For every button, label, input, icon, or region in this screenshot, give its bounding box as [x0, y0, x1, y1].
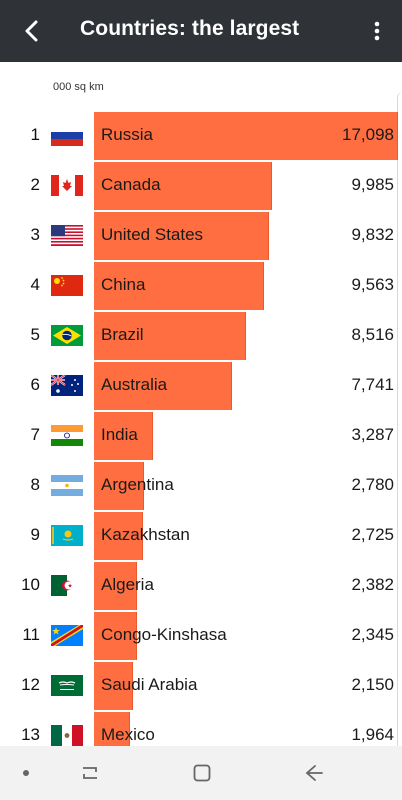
area-value: 2,780	[351, 475, 394, 494]
area-value: 8,516	[351, 325, 394, 344]
area-bar	[94, 662, 133, 710]
country-name: India	[101, 425, 138, 444]
rank-number: 13	[21, 725, 40, 744]
country-name: United States	[101, 225, 204, 244]
rank-number: 9	[30, 525, 40, 544]
argentina-flag-icon	[51, 475, 83, 496]
country-name: Kazakhstan	[101, 525, 190, 544]
area-value: 3,287	[351, 425, 394, 444]
country-row[interactable]: 4 China 9,563	[0, 261, 402, 311]
country-row[interactable]: 1 Russia 17,098	[0, 111, 402, 161]
rank-number: 3	[30, 225, 40, 244]
area-value: 9,832	[351, 225, 394, 244]
area-bar	[94, 312, 246, 360]
country-row[interactable]: 13 Mexico 1,964	[0, 711, 402, 761]
country-name: China	[101, 275, 146, 294]
country-row[interactable]: 9 Kazakhstan 2,725	[0, 511, 402, 561]
brazil-flag-icon	[51, 325, 83, 346]
country-row[interactable]: 12 Saudi Arabia 2,150	[0, 661, 402, 711]
country-name: Australia	[101, 375, 168, 394]
app-bar: Countries: the largest	[0, 0, 402, 62]
more-vert-icon[interactable]	[364, 17, 390, 45]
area-bar	[94, 162, 272, 210]
rank-number: 12	[21, 675, 40, 694]
area-bar	[94, 112, 398, 160]
home-icon[interactable]	[188, 759, 216, 787]
country-name: Congo-Kinshasa	[101, 625, 227, 644]
area-value: 9,985	[351, 175, 394, 194]
dot-icon[interactable]	[12, 759, 40, 787]
area-value: 2,345	[351, 625, 394, 644]
rank-number: 1	[30, 125, 40, 144]
drc-flag-icon	[51, 625, 83, 646]
country-name: Brazil	[101, 325, 144, 344]
area-value: 2,382	[351, 575, 394, 594]
mexico-flag-icon	[51, 725, 83, 746]
area-bar	[94, 512, 143, 560]
system-nav-bar	[0, 746, 402, 800]
rank-number: 10	[21, 575, 40, 594]
area-value: 9,563	[351, 275, 394, 294]
algeria-flag-icon	[51, 575, 83, 596]
area-bar	[94, 562, 137, 610]
area-bar	[94, 262, 264, 310]
usa-flag-icon	[51, 225, 83, 246]
canada-flag-icon	[51, 175, 83, 196]
rank-number: 5	[30, 325, 40, 344]
rank-number: 8	[30, 475, 40, 494]
scroll-edge	[397, 92, 402, 752]
area-bar	[94, 612, 137, 660]
china-flag-icon	[51, 275, 83, 296]
russia-flag-icon	[51, 125, 83, 146]
unit-label: 000 sq km	[53, 81, 104, 93]
back-icon[interactable]	[300, 759, 328, 787]
rank-number: 6	[30, 375, 40, 394]
kazakhstan-flag-icon	[51, 525, 83, 546]
country-row[interactable]: 10 Algeria 2,382	[0, 561, 402, 611]
back-arrow-icon[interactable]	[18, 17, 46, 45]
rank-number: 4	[30, 275, 40, 294]
recents-icon[interactable]	[76, 759, 104, 787]
australia-flag-icon	[51, 375, 83, 396]
country-name: Algeria	[101, 575, 154, 594]
country-row[interactable]: 2 Canada 9,985	[0, 161, 402, 211]
area-value: 2,725	[351, 525, 394, 544]
area-value: 17,098	[342, 125, 394, 144]
country-name: Saudi Arabia	[101, 675, 198, 694]
rank-number: 2	[30, 175, 40, 194]
country-name: Mexico	[101, 725, 155, 744]
country-row[interactable]: 11 Congo-Kinshasa 2,345	[0, 611, 402, 661]
page-title: Countries: the largest	[80, 17, 300, 40]
country-row[interactable]: 7 India 3,287	[0, 411, 402, 461]
country-name: Canada	[101, 175, 161, 194]
area-value: 1,964	[351, 725, 394, 744]
country-row[interactable]: 3 United States 9,832	[0, 211, 402, 261]
india-flag-icon	[51, 425, 83, 446]
country-name: Argentina	[101, 475, 174, 494]
area-value: 2,150	[351, 675, 394, 694]
country-name: Russia	[101, 125, 153, 144]
rank-number: 7	[30, 425, 40, 444]
saudi-arabia-flag-icon	[51, 675, 83, 696]
area-bar	[94, 412, 153, 460]
area-bar	[94, 212, 269, 260]
country-row[interactable]: 5 Brazil 8,516	[0, 311, 402, 361]
country-row[interactable]: 6 Australia 7,741	[0, 361, 402, 411]
rank-number: 11	[22, 625, 40, 644]
area-bar	[94, 462, 144, 510]
area-value: 7,741	[351, 375, 394, 394]
country-row[interactable]: 8 Argentina 2,780	[0, 461, 402, 511]
area-bar	[94, 362, 232, 410]
